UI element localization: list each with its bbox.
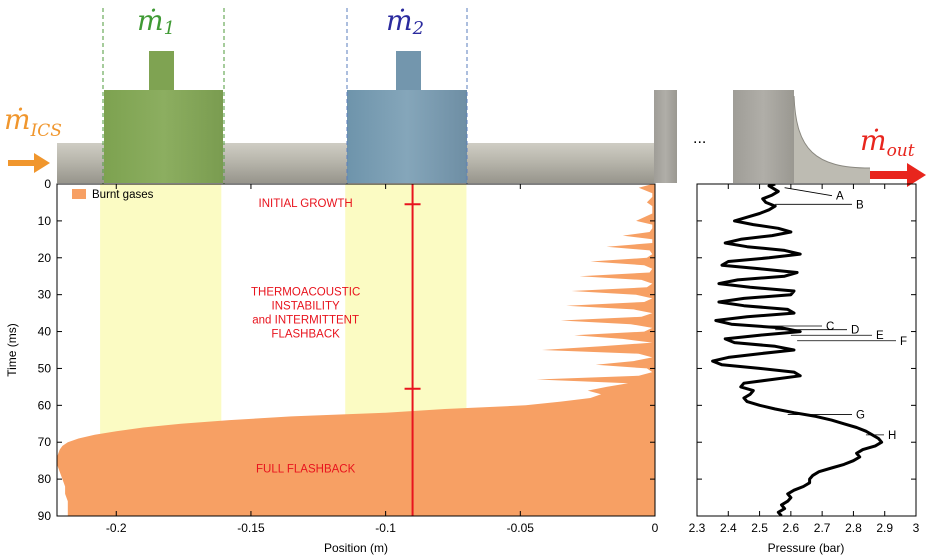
legend-swatch bbox=[72, 189, 86, 199]
injector-1-label: ṁ1 bbox=[137, 4, 175, 39]
pipe-end-cap bbox=[654, 90, 677, 183]
phase-annotation: INITIAL GROWTH bbox=[259, 198, 353, 210]
pressure-marker-label: H bbox=[888, 430, 896, 442]
legend-label: Burnt gases bbox=[92, 189, 154, 201]
inlet-label-sub: ICS bbox=[30, 121, 62, 141]
pressure-x-tick-label: 3 bbox=[913, 521, 920, 535]
flashback-plot-frame bbox=[56, 183, 656, 517]
pressure-marker-line bbox=[784, 187, 833, 197]
injector-1-sub: 1 bbox=[164, 18, 175, 39]
injector-1 bbox=[104, 51, 223, 183]
phase-annotation: FULL FLASHBACK bbox=[256, 464, 356, 476]
phase-annotation-line: FULL FLASHBACK bbox=[256, 464, 356, 476]
y-tick-label: 70 bbox=[38, 435, 52, 449]
phase-annotation-line: FLASHBACK bbox=[271, 329, 340, 341]
pressure-x-tick-label: 2.6 bbox=[783, 521, 800, 535]
injector-1-mdot: ṁ bbox=[137, 4, 164, 37]
phase-annotation-line: INITIAL GROWTH bbox=[259, 198, 353, 210]
pressure-x-tick-label: 2.8 bbox=[845, 521, 862, 535]
main-ylabel: Time (ms) bbox=[5, 323, 19, 377]
pressure-plot-frame bbox=[696, 183, 917, 517]
x-tick-label: -0.05 bbox=[507, 521, 535, 535]
pressure-xlabel: Pressure (bar) bbox=[768, 541, 845, 555]
pressure-x-tick-label: 2.9 bbox=[876, 521, 893, 535]
x-tick-label: -0.1 bbox=[375, 521, 396, 535]
phase-annotation-line: INSTABILITY bbox=[272, 301, 340, 313]
outlet-arrow-icon bbox=[870, 163, 926, 187]
outlet-nozzle bbox=[733, 90, 871, 183]
injector-2-sub: 2 bbox=[412, 18, 424, 39]
inlet-label-mdot: ṁ bbox=[4, 103, 31, 136]
y-tick-label: 30 bbox=[38, 288, 52, 302]
injector-2-label: ṁ2 bbox=[386, 4, 424, 39]
y-tick-label: 60 bbox=[38, 398, 52, 412]
outlet-label-mdot: ṁ bbox=[860, 124, 887, 157]
pressure-marker-label: G bbox=[856, 410, 865, 422]
outlet-label: ṁout bbox=[860, 124, 915, 161]
ellipsis: ... bbox=[693, 130, 706, 147]
injector-2-mdot: ṁ bbox=[386, 4, 413, 37]
y-tick-label: 10 bbox=[38, 214, 52, 228]
pressure-line bbox=[711, 184, 884, 516]
burnt-gas-area bbox=[57, 184, 655, 516]
legend: Burnt gases bbox=[72, 189, 154, 201]
inlet-arrow-icon bbox=[8, 153, 50, 173]
outlet-label-sub: out bbox=[887, 141, 915, 161]
pressure-marker-label: E bbox=[876, 330, 884, 342]
pressure-x-tick-label: 2.4 bbox=[720, 521, 737, 535]
y-tick-label: 0 bbox=[44, 177, 51, 191]
combustor-schematic: ṁICS ṁ1 ṁ2 ... bbox=[4, 4, 926, 187]
pressure-marker-label: D bbox=[851, 325, 859, 337]
pressure-x-tick-label: 2.5 bbox=[751, 521, 768, 535]
main-xlabel: Position (m) bbox=[324, 541, 388, 555]
phase-annotation-line: THERMOACOUSTIC bbox=[251, 287, 360, 299]
inlet-label: ṁICS bbox=[4, 103, 62, 141]
y-tick-label: 80 bbox=[38, 472, 52, 486]
injector-2 bbox=[347, 51, 467, 183]
flashback-plot: INITIAL GROWTH THERMOACOUSTIC INSTABILITY a… bbox=[5, 177, 659, 555]
y-tick-label: 40 bbox=[38, 325, 52, 339]
y-tick-label: 20 bbox=[38, 251, 52, 265]
y-tick-label: 50 bbox=[38, 361, 52, 375]
x-tick-label: -0.15 bbox=[237, 521, 265, 535]
phase-annotation: THERMOACOUSTIC INSTABILITY and INTERMITTEN… bbox=[251, 287, 360, 341]
phase-annotation-line: and INTERMITTENT bbox=[252, 315, 359, 327]
pressure-x-tick-label: 2.3 bbox=[689, 521, 706, 535]
pressure-marker-label: B bbox=[856, 199, 864, 211]
pressure-x-tick-label: 2.7 bbox=[814, 521, 831, 535]
x-tick-label: -0.2 bbox=[106, 521, 127, 535]
pressure-marker-label: F bbox=[900, 336, 907, 348]
x-tick-label: 0 bbox=[652, 521, 659, 535]
pressure-plot: AB C D E F G H 2.3 2.4 2.5 2.6 2.7 2.8 2.9 3 Pressure… bbox=[689, 183, 920, 555]
pressure-marker-label: A bbox=[836, 191, 844, 203]
y-tick-label: 90 bbox=[38, 509, 52, 523]
pressure-marker-label: C bbox=[826, 321, 834, 333]
